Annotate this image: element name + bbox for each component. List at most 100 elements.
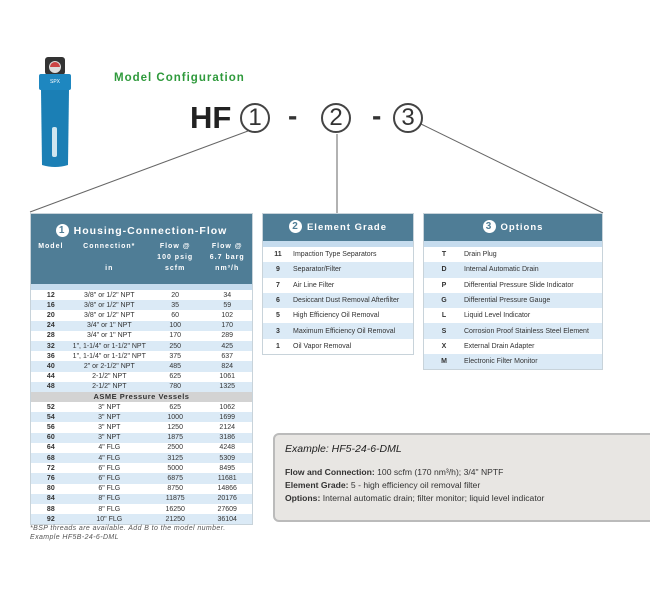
table-cell: 16250 <box>165 505 185 513</box>
table-row: 9 Separator/Filter <box>263 262 413 278</box>
example-value: 100 scfm (170 nm³/h); 3/4" NPTF <box>374 467 504 477</box>
table-row: 76 6" FLG 6875 11681 <box>31 473 252 484</box>
separator-dash: - <box>288 100 298 131</box>
table-cell: 60 <box>46 434 55 442</box>
table-cell: 170 <box>169 332 182 340</box>
code-cell: 1 <box>276 342 280 350</box>
table-cell: 44 <box>46 373 55 381</box>
example-value: 5 - high efficiency oil removal filter <box>348 480 481 490</box>
example-label: Options: <box>285 493 321 503</box>
description-cell: Drain Plug <box>464 251 497 259</box>
table-row: 12 3/8" or 1/2" NPT 20 34 <box>31 290 252 300</box>
table-cell: 20 <box>46 311 55 319</box>
table-cell: 637 <box>221 352 234 360</box>
table-cell: 4248 <box>219 444 235 452</box>
table-cell: 3" NPT <box>98 424 121 432</box>
table-cell: 84 <box>46 495 55 503</box>
table-cell: 250 <box>169 342 182 350</box>
code-cell: X <box>441 342 447 350</box>
table-cell: 14866 <box>217 485 237 493</box>
table-row: 11 Impaction Type Separators <box>263 247 413 262</box>
table-row: G Differential Pressure Gauge <box>424 292 602 309</box>
table-cell: 68 <box>46 454 55 462</box>
table-cell: 3/4" or 1" NPT <box>86 322 132 330</box>
table-row: 60 3" NPT 1875 3186 <box>31 432 252 443</box>
table-row: 6 Desiccant Dust Removal Afterfilter <box>263 292 413 309</box>
table-cell: 64 <box>46 444 55 452</box>
footnote: *BSP threads are available. Add B to the… <box>30 524 226 542</box>
table-cell: 3" NPT <box>98 434 121 442</box>
table-cell: 76 <box>46 474 55 482</box>
table-cell: 3/4" or 1" NPT <box>86 332 132 340</box>
table-row: 16 3/8" or 1/2" NPT 35 59 <box>31 300 252 311</box>
column-header-line: Flow @ <box>159 243 191 250</box>
table-cell: 4" FLG <box>98 444 121 452</box>
table-cell: 27609 <box>217 505 237 513</box>
options-table: 3 Options T Drain Plug D Internal Automatic … <box>423 213 603 371</box>
table-cell: 3/8" or 1/2" NPT <box>84 291 135 299</box>
table-cell: 34 <box>223 291 232 299</box>
description-cell: Differential Pressure Gauge <box>464 297 551 305</box>
table-cell: 3" NPT <box>98 403 121 411</box>
table-row: 48 2-1/2" NPT 780 1325 <box>31 381 252 392</box>
separator-dash: - <box>372 100 382 131</box>
description-cell: High Efficiency Oil Removal <box>293 312 380 320</box>
column-header: Model <box>31 243 71 276</box>
table-cell: 2500 <box>167 444 183 452</box>
table-row: M Electronic Filter Monitor <box>424 354 602 370</box>
table-row: 56 3" NPT 1250 2124 <box>31 422 252 432</box>
table-row: 88 8" FLG 16250 27609 <box>31 504 252 514</box>
table-cell: 48 <box>46 383 55 391</box>
table-cell: 36 <box>46 352 55 360</box>
table-row: 24 3/4" or 1" NPT 100 170 <box>31 320 252 331</box>
table-cell: 12 <box>46 291 55 299</box>
description-cell: Maximum Efficiency Oil Removal <box>293 327 396 335</box>
table-cell: 24 <box>46 322 55 330</box>
table-cell: 2-1/2" NPT <box>92 373 127 381</box>
table-cell: 2" or 2-1/2" NPT <box>83 362 135 370</box>
description-cell: Impaction Type Separators <box>293 251 377 259</box>
table-cell: 3" NPT <box>98 413 121 421</box>
table-cell: 3186 <box>219 434 235 442</box>
table-cell: 625 <box>169 403 182 411</box>
options-title: Options <box>500 222 544 233</box>
column-header-line <box>71 254 148 265</box>
example-label: Element Grade: <box>285 480 349 490</box>
table-cell: 6" FLG <box>98 464 121 472</box>
slot-2-circle: 2 <box>321 103 351 133</box>
table-row: 84 8" FLG 11875 20176 <box>31 493 252 504</box>
code-cell: T <box>441 251 447 259</box>
code-cell: S <box>441 327 447 335</box>
table-cell: 88 <box>46 505 55 513</box>
table-row: 3 Maximum Efficiency Oil Removal <box>263 323 413 339</box>
description-cell: External Drain Adapter <box>464 342 535 350</box>
table-cell: 72 <box>46 464 55 472</box>
code-cell: 5 <box>276 312 280 320</box>
grade-title: Element Grade <box>306 222 388 233</box>
table-cell: 1250 <box>167 424 183 432</box>
example-label: Flow and Connection: <box>285 467 375 477</box>
table-row: 5 High Efficiency Oil Removal <box>263 308 413 323</box>
table-cell: 36104 <box>217 515 237 523</box>
table-cell: 20 <box>171 291 180 299</box>
table-cell: 375 <box>169 352 182 360</box>
table-cell: 6" FLG <box>98 485 121 493</box>
description-cell: Liquid Level Indicator <box>464 312 531 320</box>
code-cell: P <box>441 281 447 289</box>
table-cell: 56 <box>46 424 55 432</box>
table-cell: 32 <box>46 342 55 350</box>
table-row: 72 6" FLG 5000 8495 <box>31 463 252 473</box>
description-cell: Internal Automatic Drain <box>464 266 539 274</box>
example-title: Example: HF5-24-6-DML <box>285 443 402 455</box>
table-cell: 1062 <box>219 403 235 411</box>
housing-table-header: 1 Housing-Connection-Flow Model Connection… <box>31 214 252 284</box>
column-header: Connection* in <box>71 243 148 276</box>
spx-logo: SPX <box>50 79 61 85</box>
table-row: S Corrosion Proof Stainless Steel Element <box>424 323 602 339</box>
table-row: T Drain Plug <box>424 247 602 262</box>
table-cell: 1000 <box>167 413 183 421</box>
housing-title: Housing-Connection-Flow <box>73 225 228 237</box>
code-cell: 3 <box>276 327 280 335</box>
table-cell: 11875 <box>165 495 185 503</box>
slot-3-circle: 3 <box>393 103 423 133</box>
